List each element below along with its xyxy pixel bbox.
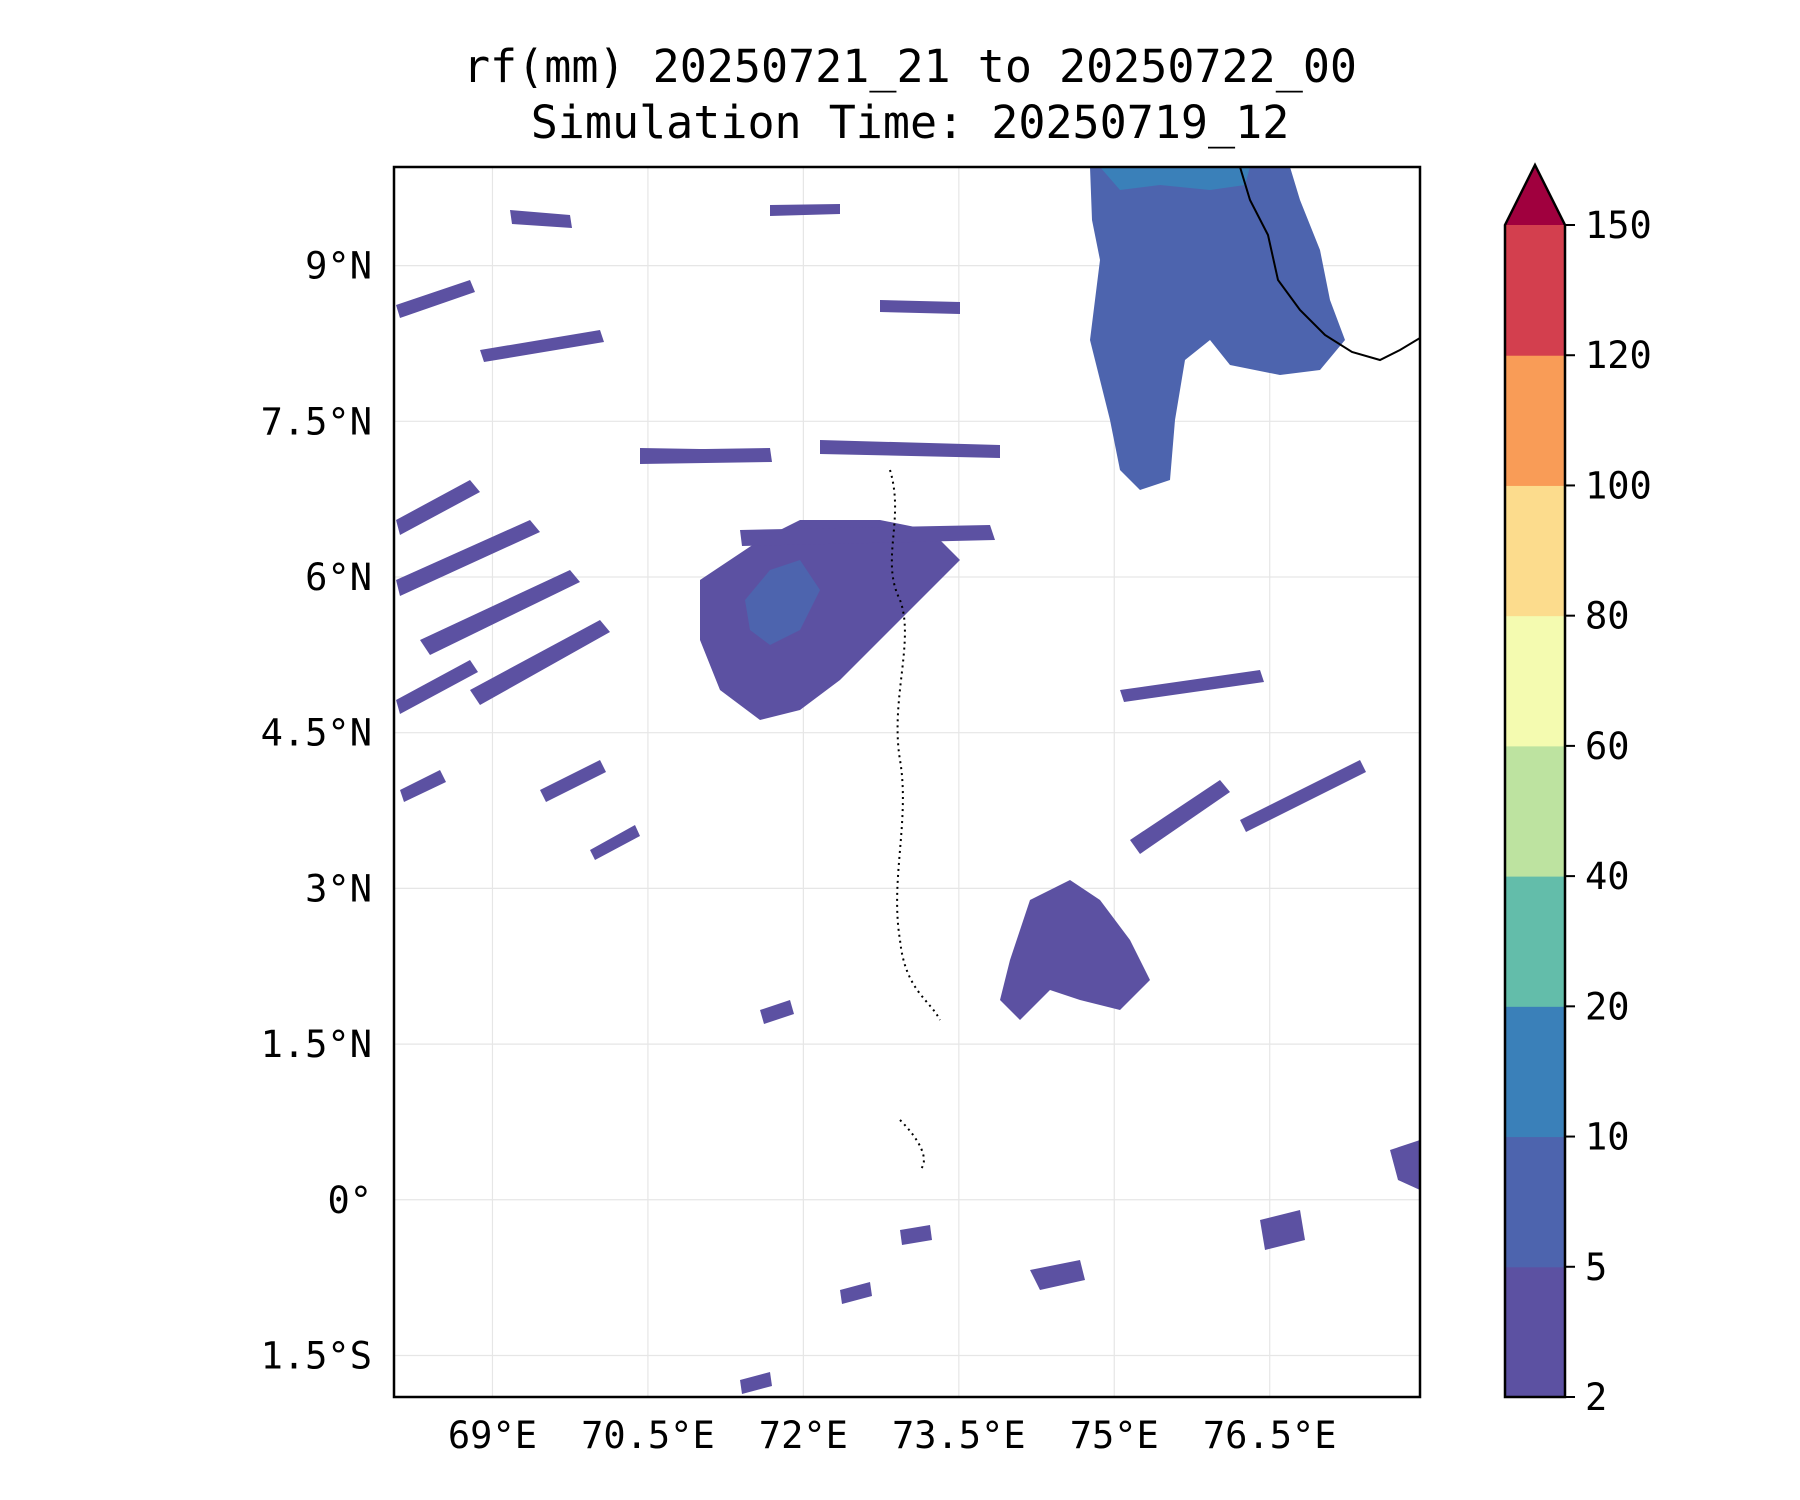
map-title: rf(mm) 20250721_21 to 20250722_00: [462, 40, 1358, 93]
rainfall-streak: [396, 480, 480, 535]
map-frame: [392, 165, 1422, 1399]
y-axis-ticks: 9°N 7.5°N 6°N 4.5°N 3°N 1.5°N 0° 1.5°S: [261, 245, 372, 1378]
rainfall-streak: [396, 520, 540, 596]
x-tick-label: 75°E: [1070, 1414, 1159, 1457]
rainfall-core-northeast: [1100, 167, 1250, 190]
colorbar-tick-label: 2: [1585, 1376, 1607, 1419]
atoll-outline: [889, 469, 941, 1171]
colorbar-tick-label: 40: [1585, 855, 1630, 898]
rainfall-patch: [1260, 1210, 1305, 1250]
rainfall-band: [770, 204, 840, 216]
rainfall-patch: [840, 1282, 872, 1304]
map-subtitle: Simulation Time: 20250719_12: [530, 96, 1290, 149]
y-tick-label: 3°N: [305, 867, 372, 910]
rainfall-patch: [740, 1372, 772, 1394]
x-tick-label: 69°E: [448, 1414, 537, 1457]
colorbar-bin: [1505, 615, 1565, 747]
colorbar-tick-label: 150: [1585, 204, 1652, 247]
rainfall-band: [880, 300, 960, 314]
y-tick-label: 1.5°S: [261, 1334, 372, 1377]
colorbar-bin: [1505, 1006, 1565, 1138]
rainfall-band: [640, 448, 772, 464]
y-tick-label: 6°N: [305, 556, 372, 599]
colorbar-bin: [1505, 745, 1565, 877]
rainfall-streak: [590, 825, 640, 860]
rainfall-band: [740, 525, 995, 546]
rainfall-patch: [1030, 1260, 1085, 1290]
colorbar: 2 5 10 20 40 60 80 100 120 150: [1503, 162, 1652, 1419]
rainfall-cluster-central: [700, 520, 960, 720]
coastline: [1239, 167, 1420, 362]
rainfall-field: [396, 167, 1420, 1394]
y-tick-label: 9°N: [305, 245, 372, 288]
x-tick-label: 70.5°E: [581, 1414, 715, 1457]
colorbar-tick-label: 120: [1585, 334, 1652, 377]
y-tick-label: 1.5°N: [261, 1023, 372, 1066]
colorbar-bin: [1505, 876, 1565, 1007]
rainfall-streak: [540, 760, 606, 802]
gridlines: [394, 167, 1420, 1397]
rainfall-streak: [396, 280, 475, 318]
rainfall-patch: [760, 1000, 794, 1024]
colorbar-extend-arrow: [1505, 165, 1565, 225]
x-tick-label: 73.5°E: [892, 1414, 1026, 1457]
rainfall-streak: [470, 620, 610, 705]
y-tick-label: 4.5°N: [261, 712, 372, 755]
colorbar-frame: [1503, 162, 1567, 1399]
colorbar-bin: [1505, 355, 1565, 486]
y-tick-label: 7.5°N: [261, 400, 372, 443]
rainfall-core-central: [745, 560, 820, 645]
colorbar-tick-label: 100: [1585, 464, 1652, 507]
rainfall-band-southeast: [1240, 760, 1366, 832]
colorbar-tick-label: 80: [1585, 595, 1630, 638]
colorbar-bin: [1505, 1136, 1565, 1268]
rainfall-patch: [1390, 1140, 1420, 1190]
colorbar-bin: [1505, 485, 1565, 617]
rainfall-streak: [480, 330, 604, 362]
rainfall-region-northeast: [1090, 167, 1345, 490]
rainfall-band-southeast: [1120, 670, 1264, 702]
rainfall-streak: [396, 660, 478, 714]
rainfall-streak: [510, 210, 572, 228]
colorbar-bin: [1505, 225, 1565, 356]
rainfall-patch: [900, 1225, 932, 1245]
rainfall-band-southeast: [1130, 780, 1230, 854]
colorbar-bin: [1505, 1266, 1565, 1398]
map-area: 69°E 70.5°E 72°E 73.5°E 75°E 76.5°E 9°N 7.5°N 6…: [261, 165, 1422, 1457]
x-tick-label: 76.5°E: [1203, 1414, 1337, 1457]
colorbar-tick-label: 10: [1585, 1116, 1630, 1159]
colorbar-tick-label: 60: [1585, 725, 1630, 768]
rainfall-streak: [420, 570, 580, 655]
colorbar-tick-label: 5: [1585, 1246, 1607, 1289]
rainfall-cluster-southeast: [1000, 880, 1150, 1020]
x-axis-ticks: 69°E 70.5°E 72°E 73.5°E 75°E 76.5°E: [448, 1414, 1337, 1457]
rainfall-band: [820, 440, 1000, 458]
y-tick-label: 0°: [327, 1179, 372, 1222]
colorbar-tick-label: 20: [1585, 985, 1630, 1028]
x-tick-label: 72°E: [759, 1414, 848, 1457]
rainfall-streak: [400, 770, 446, 802]
